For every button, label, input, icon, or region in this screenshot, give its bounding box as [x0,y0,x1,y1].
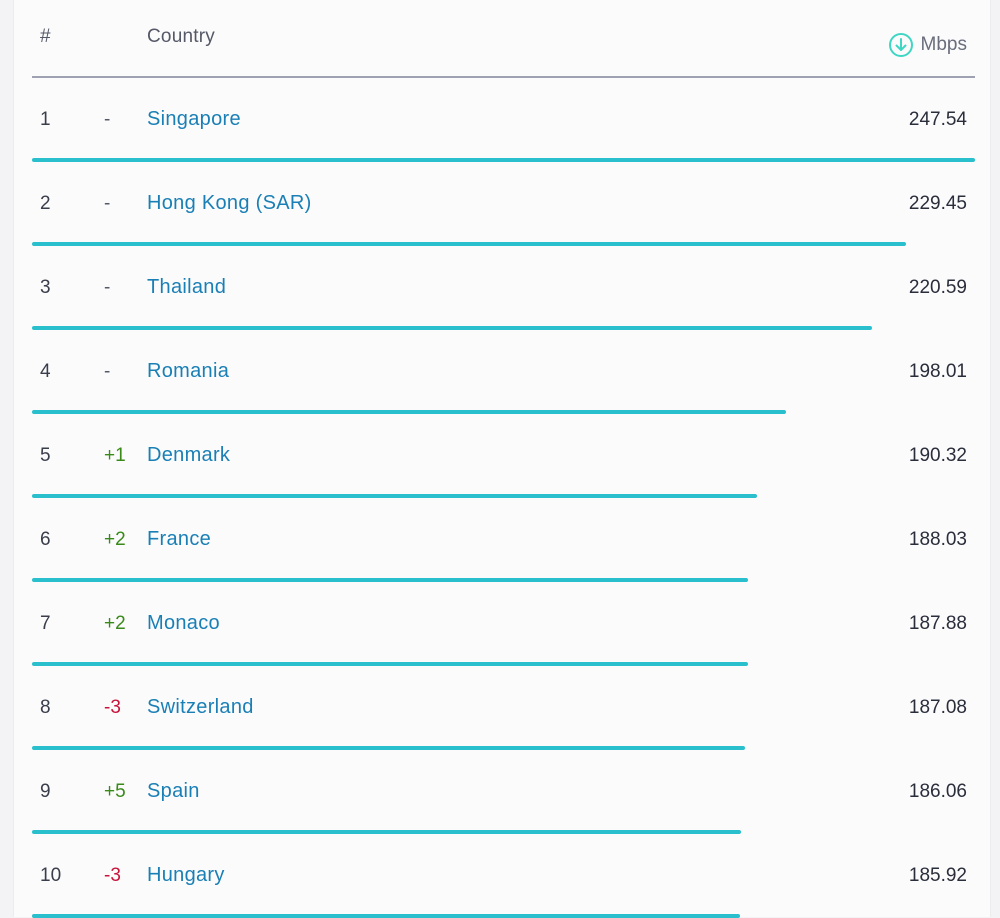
rank-change: - [104,277,111,298]
rank-change: -3 [104,865,121,886]
speed-ranking-panel: # Country Mbps 1 - Singapore 247.54 2 - … [13,0,991,918]
table-row: 7 +2 Monaco 187.88 [32,582,975,666]
rank-number: 1 [40,109,51,130]
speed-value: 185.92 [908,865,967,886]
rank-number: 8 [40,697,51,718]
rank-number: 7 [40,613,51,634]
speed-bar [32,914,741,918]
rank-change: - [104,361,111,382]
table-row: 6 +2 France 188.03 [32,498,975,582]
speed-unit-label: Mbps [920,34,967,55]
rank-change: +1 [104,445,126,466]
table-row: 9 +5 Spain 186.06 [32,750,975,834]
speed-bar [32,242,907,246]
rank-number: 9 [40,781,51,802]
rank-number: 4 [40,361,51,382]
country-link[interactable]: Hong Kong (SAR) [147,192,312,214]
speed-value: 187.08 [908,697,967,718]
speed-column-header: Mbps [888,32,967,58]
speed-bar [32,494,758,498]
speed-bar [32,662,748,666]
table-row: 4 - Romania 198.01 [32,330,975,414]
rank-number: 2 [40,193,51,214]
rank-number: 5 [40,445,51,466]
speed-value: 187.88 [908,613,967,634]
rank-column-header: # [40,26,51,47]
country-link[interactable]: Monaco [147,612,220,634]
speed-bar [32,410,787,414]
rank-change: +5 [104,781,126,802]
rank-number: 3 [40,277,51,298]
table-row: 3 - Thailand 220.59 [32,246,975,330]
rank-number: 10 [40,865,62,886]
speed-bar [32,158,975,162]
rank-number: 6 [40,529,51,550]
rank-change: +2 [104,529,126,550]
country-link[interactable]: Spain [147,780,200,802]
speed-bar [32,578,749,582]
table-row: 8 -3 Switzerland 187.08 [32,666,975,750]
country-link[interactable]: Thailand [147,276,227,298]
rank-change: -3 [104,697,121,718]
table-row: 1 - Singapore 247.54 [32,78,975,162]
rank-change: +2 [104,613,126,634]
speed-value: 220.59 [908,277,967,298]
speed-value: 247.54 [908,109,967,130]
country-link[interactable]: Hungary [147,864,225,886]
table-row: 5 +1 Denmark 190.32 [32,414,975,498]
country-link[interactable]: France [147,528,212,550]
speed-bar [32,746,745,750]
rank-change: - [104,193,111,214]
table-header: # Country Mbps [32,0,975,78]
table-row: 10 -3 Hungary 185.92 [32,834,975,918]
speed-value: 188.03 [908,529,967,550]
country-column-header: Country [147,26,215,47]
country-link[interactable]: Singapore [147,108,241,130]
speed-value: 190.32 [908,445,967,466]
rank-change: - [104,109,111,130]
table-row: 2 - Hong Kong (SAR) 229.45 [32,162,975,246]
speed-bar [32,830,741,834]
country-link[interactable]: Switzerland [147,696,254,718]
speed-value: 229.45 [908,193,967,214]
speed-value: 198.01 [908,361,967,382]
download-circle-icon [888,32,914,58]
speed-value: 186.06 [908,781,967,802]
country-link[interactable]: Romania [147,360,230,382]
country-link[interactable]: Denmark [147,444,231,466]
ranking-rows: 1 - Singapore 247.54 2 - Hong Kong (SAR)… [32,78,975,918]
speed-bar [32,326,873,330]
